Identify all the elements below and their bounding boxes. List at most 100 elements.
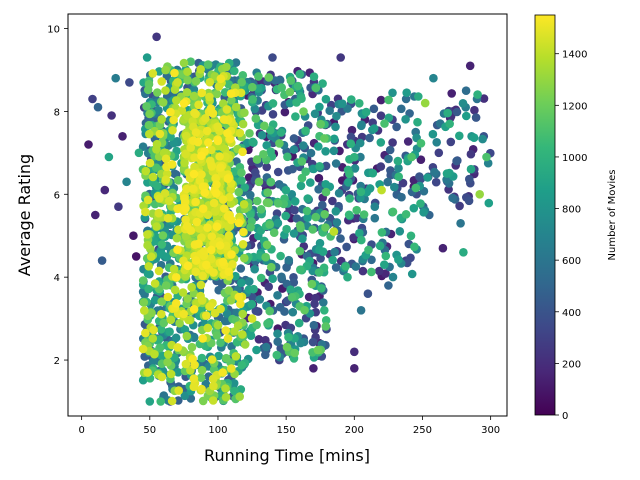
data-point (152, 222, 161, 231)
data-point (161, 175, 171, 184)
data-point (111, 73, 120, 83)
data-point (355, 138, 365, 148)
data-point (173, 343, 183, 352)
data-point (240, 340, 250, 349)
data-point (230, 327, 239, 336)
data-point (222, 105, 232, 114)
data-point (191, 197, 200, 207)
data-point (158, 231, 168, 240)
data-point (143, 195, 153, 205)
data-point (465, 61, 475, 71)
data-point (154, 106, 163, 115)
data-point (317, 284, 326, 293)
data-point (370, 202, 380, 211)
data-point (376, 95, 386, 105)
data-point (251, 306, 261, 316)
data-point (290, 348, 300, 358)
data-point (325, 106, 335, 115)
data-point (359, 210, 369, 219)
data-point (172, 96, 181, 105)
data-point (321, 322, 331, 331)
data-point (289, 145, 299, 154)
data-point (234, 292, 244, 302)
data-point (290, 205, 300, 215)
data-point (191, 128, 201, 137)
data-point (282, 263, 291, 272)
colorbar-ticks: 0 200 400 600 800 1000 1200 1400 (555, 50, 587, 422)
data-point (293, 81, 303, 91)
data-point (277, 272, 286, 282)
data-point (266, 177, 276, 187)
data-point (197, 384, 206, 394)
data-point (197, 365, 207, 375)
data-point (271, 76, 280, 85)
data-point (314, 185, 323, 194)
data-point (142, 53, 152, 62)
data-point (182, 184, 191, 194)
data-point (160, 189, 170, 198)
colorbar-tick-label: 1200 (562, 101, 587, 112)
data-point (469, 133, 479, 142)
data-point (301, 167, 311, 176)
data-point (276, 251, 285, 261)
data-point (141, 328, 150, 338)
data-point (256, 205, 266, 214)
data-point (300, 305, 309, 315)
data-point (385, 145, 395, 155)
data-point (236, 88, 246, 98)
data-point (192, 217, 202, 227)
data-point (265, 220, 275, 229)
data-point (321, 147, 330, 156)
data-point (308, 337, 318, 347)
data-point (203, 323, 213, 333)
data-point (203, 60, 213, 69)
data-point (152, 139, 162, 149)
data-point (388, 272, 398, 282)
data-point (151, 163, 161, 172)
data-point (410, 242, 419, 252)
data-point (257, 130, 267, 140)
data-point (367, 267, 376, 277)
y-tick-label: 8 (54, 107, 60, 118)
data-point (331, 159, 341, 168)
data-point (237, 278, 246, 288)
data-point (255, 295, 265, 304)
data-point (273, 329, 282, 339)
data-point (402, 88, 412, 97)
data-point (237, 168, 246, 177)
data-point (148, 334, 158, 343)
data-point (191, 76, 201, 86)
data-point (212, 331, 222, 340)
data-point (141, 166, 151, 176)
data-point (209, 198, 219, 208)
data-point (222, 309, 232, 318)
data-point (355, 99, 364, 108)
data-point (167, 396, 177, 406)
data-point (361, 107, 371, 117)
data-point (321, 180, 331, 189)
data-point (282, 342, 292, 352)
data-point (205, 302, 215, 311)
data-point (475, 190, 485, 199)
data-point (144, 120, 154, 130)
data-point (174, 396, 183, 405)
x-axis-title: Running Time [mins] (204, 446, 370, 465)
colorbar-tick-label: 800 (562, 205, 581, 216)
data-point (178, 288, 188, 297)
data-point (187, 342, 197, 352)
data-point (466, 164, 476, 174)
x-tick-label: 0 (78, 425, 84, 436)
data-point (236, 264, 246, 273)
data-point (84, 140, 93, 149)
data-point (230, 66, 239, 76)
data-point (376, 138, 386, 147)
data-point (266, 147, 276, 156)
data-point (432, 138, 442, 147)
data-point (227, 250, 236, 259)
colorbar-tick-label: 200 (562, 359, 581, 370)
data-point (153, 88, 162, 97)
data-point (125, 78, 134, 87)
data-point (350, 152, 359, 162)
data-point (139, 298, 149, 307)
data-point (446, 137, 456, 147)
